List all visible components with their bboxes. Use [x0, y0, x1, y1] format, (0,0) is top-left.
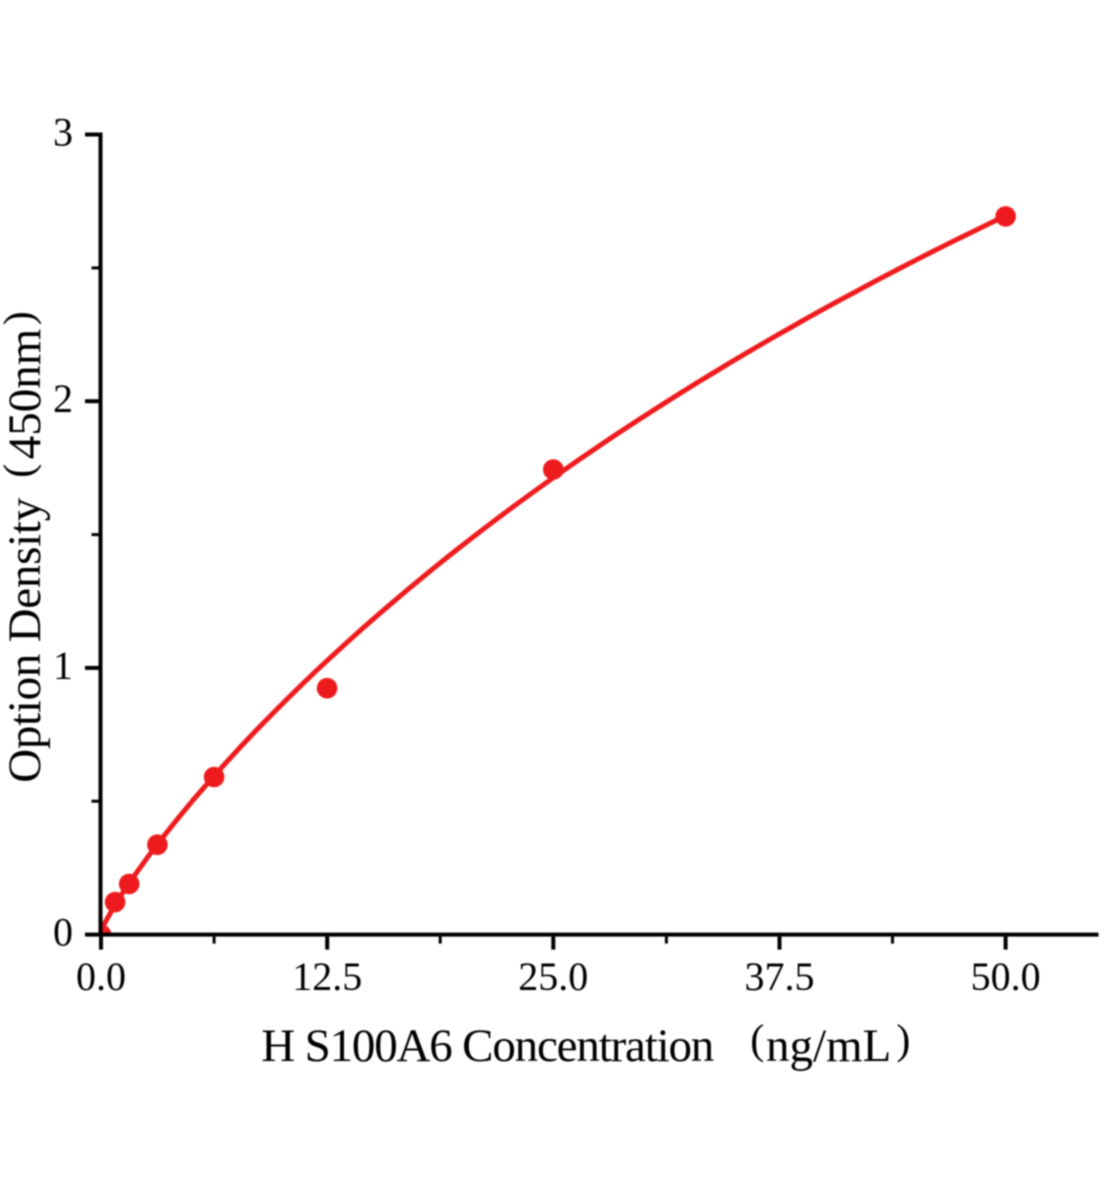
svg-text:Option Density(450nm): Option Density(450nm): [0, 311, 51, 783]
svg-text:0.0: 0.0: [76, 954, 126, 999]
svg-text:37.5: 37.5: [745, 954, 815, 999]
svg-text:3: 3: [53, 110, 73, 155]
svg-text:25.0: 25.0: [518, 954, 588, 999]
svg-text:0: 0: [53, 910, 73, 955]
svg-text:12.5: 12.5: [292, 954, 362, 999]
svg-text:H S100A6 Concentration(ng/mL): H S100A6 Concentration (ng/mL): [261, 1018, 910, 1073]
svg-text:2: 2: [53, 376, 73, 421]
svg-text:50.0: 50.0: [971, 954, 1041, 999]
svg-text:1: 1: [53, 643, 73, 688]
